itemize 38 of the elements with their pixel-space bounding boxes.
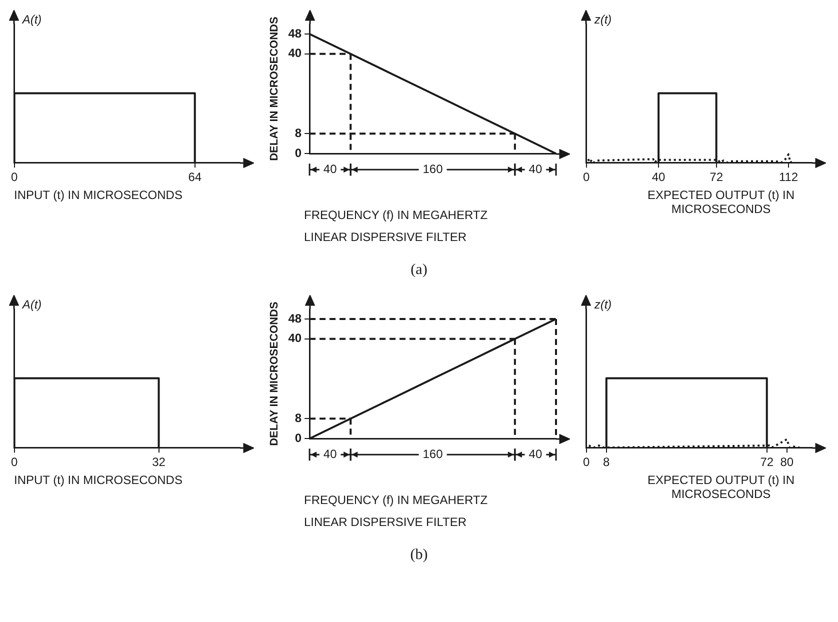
y-axis-title: DELAY IN MICROSECONDS — [268, 302, 281, 446]
x-axis-title: EXPECTED OUTPUT (t) IN MICROSECONDS — [646, 188, 796, 216]
text: 160 — [422, 446, 444, 461]
y-tick-label: 8 — [294, 410, 302, 425]
y-tick-label: 48 — [288, 311, 302, 326]
x-tick-label: 0 — [10, 170, 18, 184]
x-tick-label: 32 — [152, 455, 166, 470]
x-tick-label: 0 — [582, 170, 590, 184]
x-axis-title: FREQUENCY (f) IN MEGAHERTZ — [303, 208, 489, 222]
x-axis-title: EXPECTED OUTPUT (t) IN MICROSECONDS — [646, 473, 796, 501]
y-tick-label: 0 — [294, 146, 302, 160]
y-tick-label: 8 — [294, 126, 302, 140]
x-tick-label: 64 — [188, 170, 202, 184]
y-axis-title: DELAY IN MICROSECONDS — [268, 16, 281, 161]
text: LINEAR DISPERSIVE FILTER — [303, 515, 468, 529]
y-axis-title: z(t) — [593, 297, 612, 312]
y-axis-title: A(t) — [21, 297, 42, 312]
x-tick-label: 80 — [780, 455, 794, 470]
text: LINEAR DISPERSIVE FILTER — [303, 230, 468, 244]
y-axis-title: z(t) — [593, 12, 612, 26]
text: (b) — [409, 547, 429, 564]
x-axis-title: FREQUENCY (f) IN MEGAHERTZ — [303, 493, 489, 507]
y-axis-title: A(t) — [21, 12, 42, 26]
x-tick-label: 72 — [710, 170, 724, 184]
x-tick-label: 0 — [10, 455, 18, 470]
x-tick-label: 72 — [760, 455, 774, 470]
y-tick-label: 40 — [288, 331, 302, 346]
y-tick-label: 40 — [288, 46, 302, 60]
y-tick-label: 48 — [288, 26, 302, 40]
x-tick-label: 8 — [603, 455, 610, 470]
x-axis-title: INPUT (t) IN MICROSECONDS — [13, 473, 184, 487]
x-tick-label: 40 — [652, 170, 666, 184]
text: 160 — [422, 162, 444, 176]
x-axis-title: INPUT (t) IN MICROSECONDS — [13, 188, 184, 202]
x-tick-label: 112 — [778, 170, 798, 184]
text: (a) — [410, 262, 428, 279]
y-tick-label: 0 — [294, 430, 302, 445]
x-tick-label: 0 — [582, 455, 590, 470]
